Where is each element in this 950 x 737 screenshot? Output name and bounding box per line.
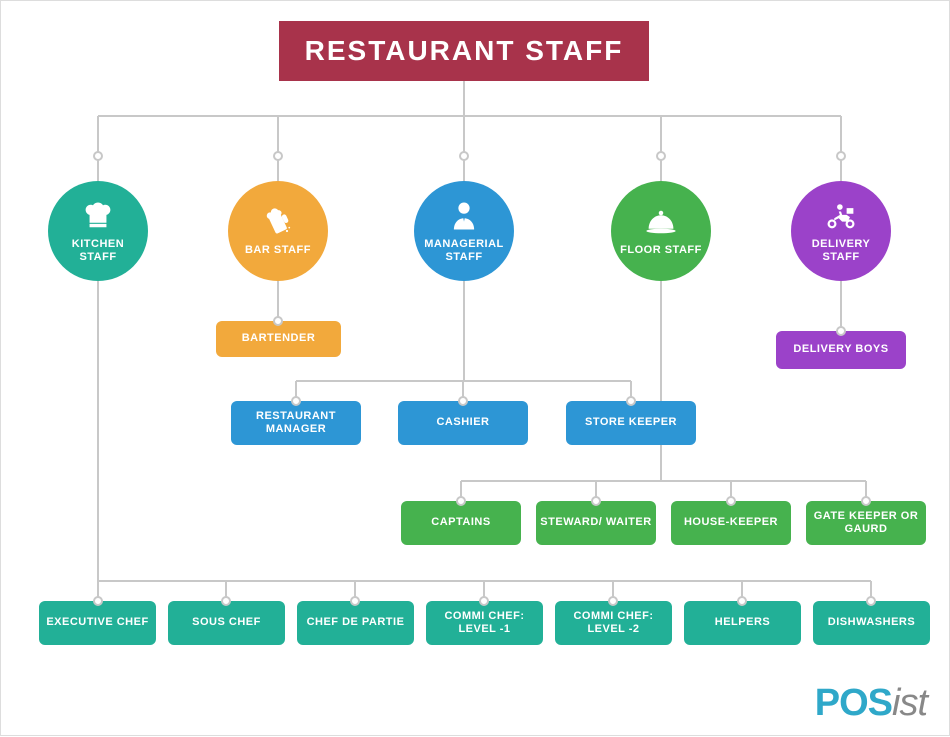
connector-dot <box>479 596 489 606</box>
delivery-node: DELIVERY STAFF <box>791 181 891 281</box>
gate-keeper-box: GATE KEEPER OR GAURD <box>806 501 926 545</box>
bartender-box: BARTENDER <box>216 321 341 357</box>
connector-dot <box>861 496 871 506</box>
store-keeper-box: STORE KEEPER <box>566 401 696 445</box>
chart-title-text: RESTAURANT STAFF <box>305 35 624 67</box>
connector-dot <box>458 396 468 406</box>
kitchen-node: KITCHEN STAFF <box>48 181 148 281</box>
floor-node: FLOOR STAFF <box>611 181 711 281</box>
house-keeper-box: HOUSE-KEEPER <box>671 501 791 545</box>
commi-2-box: COMMI CHEF: LEVEL -2 <box>555 601 672 645</box>
bike-icon <box>823 198 859 234</box>
connector-dot <box>626 396 636 406</box>
dishwashers-box: DISHWASHERS <box>813 601 930 645</box>
delivery-boys-box: DELIVERY BOYS <box>776 331 906 369</box>
brand-logo: POSist <box>815 682 927 725</box>
logo-part1: POS <box>815 682 892 724</box>
bar-label: BAR STAFF <box>239 244 317 257</box>
connector-dot <box>836 326 846 336</box>
steward-box: STEWARD/ WAITER <box>536 501 656 545</box>
connector-dot <box>737 596 747 606</box>
connector-dot <box>93 596 103 606</box>
sous-chef-box: SOUS CHEF <box>168 601 285 645</box>
managerial-label: MANAGERIAL STAFF <box>414 238 514 264</box>
floor-label: FLOOR STAFF <box>614 244 708 257</box>
connector-dot <box>273 316 283 326</box>
connector-dot <box>291 396 301 406</box>
connector-dot <box>459 151 469 161</box>
connector-dot <box>456 496 466 506</box>
connector-dot <box>866 596 876 606</box>
connector-dot <box>608 596 618 606</box>
connector-dot <box>656 151 666 161</box>
connector-dot <box>93 151 103 161</box>
person-icon <box>446 198 482 234</box>
restaurant-mgr-box: RESTAURANT MANAGER <box>231 401 361 445</box>
connector-dot <box>221 596 231 606</box>
connector-dot <box>273 151 283 161</box>
cloche-icon <box>643 204 679 240</box>
chef-de-partie-box: CHEF DE PARTIE <box>297 601 414 645</box>
connector-dot <box>836 151 846 161</box>
captains-box: CAPTAINS <box>401 501 521 545</box>
cashier-box: CASHIER <box>398 401 528 445</box>
chart-title: RESTAURANT STAFF <box>279 21 649 81</box>
connector-dot <box>350 596 360 606</box>
chef-icon <box>80 198 116 234</box>
exec-chef-box: EXECUTIVE CHEF <box>39 601 156 645</box>
logo-part2: ist <box>892 682 927 724</box>
bar-node: BAR STAFF <box>228 181 328 281</box>
beer-icon <box>260 204 296 240</box>
delivery-label: DELIVERY STAFF <box>791 238 891 264</box>
managerial-node: MANAGERIAL STAFF <box>414 181 514 281</box>
kitchen-label: KITCHEN STAFF <box>48 238 148 264</box>
helpers-box: HELPERS <box>684 601 801 645</box>
org-chart: RESTAURANT STAFF KITCHEN STAFF BAR STAFF M… <box>1 1 949 735</box>
connector-dot <box>726 496 736 506</box>
commi-1-box: COMMI CHEF: LEVEL -1 <box>426 601 543 645</box>
connector-dot <box>591 496 601 506</box>
